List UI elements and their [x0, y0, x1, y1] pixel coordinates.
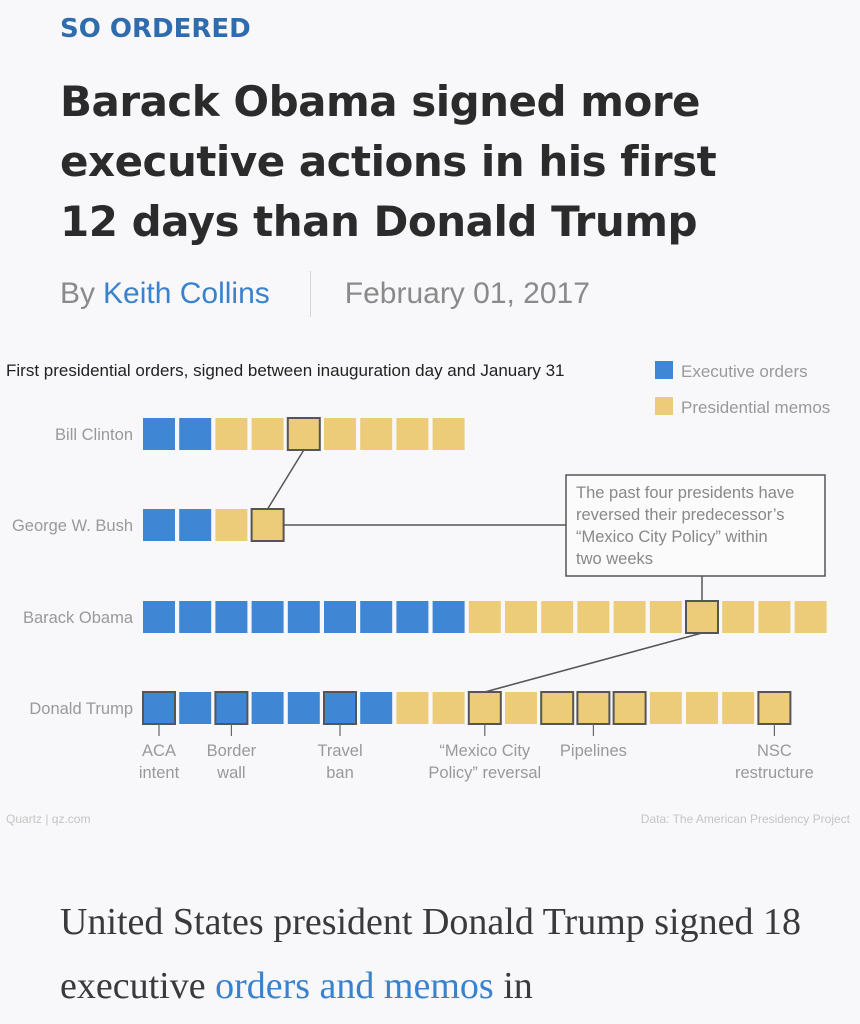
author-link[interactable]: Keith Collins: [103, 277, 270, 310]
presidential-memo-square: [360, 418, 393, 450]
item-label-text: Pipelines: [560, 742, 627, 760]
executive-order-square: [143, 509, 175, 541]
presidential-memo-square: [541, 601, 574, 633]
executive-order-square: [324, 601, 356, 633]
row-label: Donald Trump: [29, 700, 133, 718]
body-text-start: United States president Donald Trump sig…: [60, 901, 801, 1007]
executive-order-square: [323, 691, 357, 725]
presidential-memo-square: [251, 418, 284, 450]
presidential-memo-square: [468, 601, 501, 633]
item-label-aca-intent: ACA intent: [139, 724, 180, 782]
byline-prefix: By: [60, 277, 96, 310]
item-label-travel-ban: Travel ban: [317, 724, 363, 782]
annotation-text: The past four presidents have reversed th…: [576, 484, 794, 568]
executive-order-square: [432, 601, 465, 633]
presidential-memo-square: [722, 601, 755, 633]
presidential-memo-square: [576, 691, 611, 725]
executive-order-square: [360, 601, 393, 633]
row-bill-clinton: Bill Clinton: [55, 417, 465, 451]
article-headline: Barack Obama signed more executive actio…: [60, 77, 717, 246]
presidential-memo-square: [215, 418, 248, 450]
item-label-pipelines: Pipelines: [560, 724, 627, 760]
byline: By Keith Collins February 01, 2017: [60, 271, 590, 317]
row-label: Barack Obama: [23, 609, 134, 627]
executive-order-square: [360, 692, 393, 724]
byline-divider: [309, 271, 311, 317]
executive-order-square: [251, 692, 284, 724]
item-label-border-wall: Border wall: [207, 724, 257, 782]
presidential-memo-square: [505, 601, 537, 633]
executive-order-square: [179, 692, 212, 724]
presidential-memo-square: [649, 692, 682, 724]
presidential-memo-square: [432, 692, 465, 724]
orders-and-memos-link[interactable]: orders and memos: [215, 965, 494, 1007]
presidential-memo-square: [215, 509, 248, 541]
presidential-memo-square: [613, 601, 646, 633]
executive-order-square: [251, 601, 284, 633]
executive-order-square: [179, 601, 212, 633]
presidential-memo-square: [612, 691, 647, 725]
presidential-memo-square: [540, 691, 575, 725]
item-labels: ACA intent Border wall Travel ban “Mexico City…: [139, 724, 814, 782]
executive-order-square: [143, 601, 175, 633]
executive-order-square: [179, 418, 212, 450]
executive-order-square: [287, 692, 320, 724]
presidential-memo-square: [432, 418, 465, 450]
presidential-memo-square: [757, 691, 792, 725]
presidential-memo-square: [685, 600, 719, 634]
presidential-memo-square: [649, 601, 682, 633]
annotation-box: [565, 474, 826, 577]
presidential-memo-square: [250, 508, 285, 542]
chart-title: First presidential orders, signed betwee…: [6, 361, 565, 380]
presidential-memo-square: [396, 418, 429, 450]
executive-order-square: [179, 509, 212, 541]
chart-credit: Quartz | qz.com: [6, 812, 90, 826]
article-body: United States president Donald Trump sig…: [60, 890, 820, 1018]
item-label-text: “Mexico City Policy” reversal: [428, 742, 541, 782]
executive-actions-chart: First presidential orders, signed betwee…: [6, 361, 851, 826]
presidential-memo-square: [396, 692, 429, 724]
executive-order-square: [142, 691, 176, 725]
legend-label-executive: Executive orders: [681, 362, 808, 381]
presidential-memo-square: [286, 417, 321, 451]
executive-order-square: [214, 691, 249, 725]
executive-order-square: [287, 601, 320, 633]
row-donald-trump: Donald Trump: [29, 691, 792, 725]
presidential-memo-square: [467, 691, 502, 725]
legend-label-memo: Presidential memos: [681, 398, 830, 417]
item-label-text: Travel ban: [317, 742, 362, 782]
row-label: George W. Bush: [12, 517, 133, 535]
body-text-end: in: [493, 965, 533, 1007]
presidential-memo-square: [505, 692, 537, 724]
presidential-memo-square: [722, 692, 755, 724]
executive-order-square: [215, 601, 248, 633]
annotation-connectors: [266, 449, 703, 693]
legend-swatch-memo: [655, 397, 673, 415]
connector-clinton-bush: [266, 449, 305, 510]
publish-date: February 01, 2017: [344, 277, 590, 310]
chart-source: Data: The American Presidency Project: [641, 812, 851, 826]
connector-obama-trump: [484, 632, 703, 693]
row-george-w-bush: George W. Bush: [12, 508, 285, 542]
presidential-memo-square: [758, 601, 791, 633]
item-label-text: Border wall: [207, 742, 257, 782]
presidential-memo-square: [577, 601, 610, 633]
presidential-memo-square: [686, 692, 718, 724]
item-label-text: ACA intent: [139, 742, 180, 782]
item-label-text: NSC restructure: [735, 742, 814, 782]
chart-rows: Bill Clinton George W. Bush Barack Obama Do…: [12, 417, 827, 725]
annotation-callout: The past four presidents have reversed th…: [565, 474, 826, 577]
presidential-memo-square: [794, 601, 827, 633]
item-label-mexico-city-policy-reversal: “Mexico City Policy” reversal: [428, 724, 541, 782]
section-kicker[interactable]: SO ORDERED: [60, 14, 251, 44]
row-label: Bill Clinton: [55, 426, 133, 444]
legend-swatch-executive: [655, 361, 673, 379]
executive-order-square: [396, 601, 429, 633]
executive-order-square: [143, 418, 175, 450]
presidential-memo-square: [324, 418, 356, 450]
row-barack-obama: Barack Obama: [23, 600, 827, 634]
item-label-nsc-restructure: NSC restructure: [735, 724, 814, 782]
